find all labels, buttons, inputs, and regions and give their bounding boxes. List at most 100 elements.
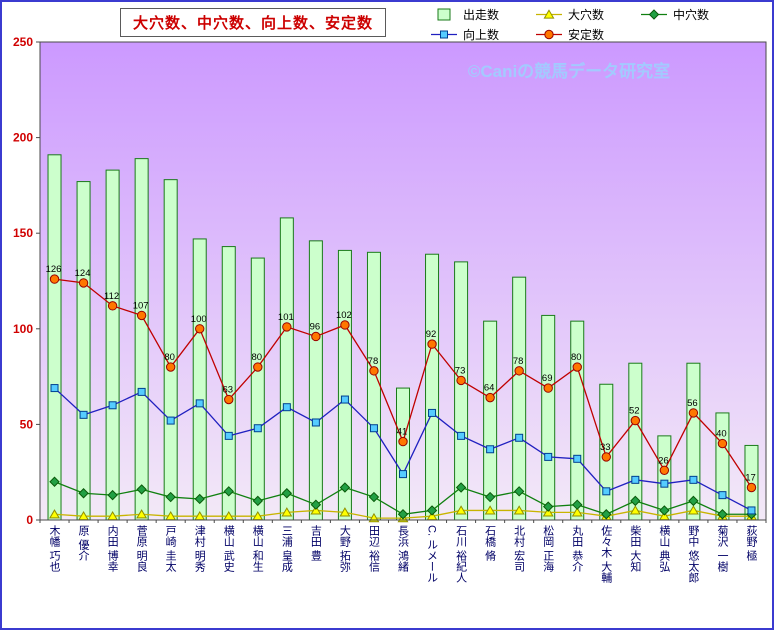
bar-starts (483, 320, 498, 521)
bar-starts (337, 249, 352, 521)
square-marker-improve (166, 416, 175, 425)
plot-border (39, 41, 767, 521)
x-axis-label: 荻野 極 (744, 525, 757, 562)
y-axis-tick-label: 100 (13, 322, 33, 336)
circle-marker-stable (49, 274, 60, 284)
bar-starts (163, 179, 178, 521)
x-axis-label: 野中 悠太郎 (686, 525, 699, 584)
x-axis-label: 松岡 正海 (541, 525, 554, 573)
square-marker-improve (137, 387, 146, 396)
triangle-marker-big-upset (542, 507, 554, 517)
data-label-stable: 92 (426, 329, 437, 340)
diamond-marker-mid-upset (194, 493, 205, 505)
square-marker-improve (50, 384, 59, 393)
triangle-marker-big-upset (49, 509, 60, 519)
square-marker-improve (399, 470, 407, 479)
circle-marker-stable (107, 301, 118, 311)
circle-marker-stable (543, 383, 553, 393)
x-axis-label: 戸崎 圭太 (164, 525, 177, 573)
x-axis-label: 北村 宏司 (512, 525, 525, 573)
bar-starts (425, 253, 440, 521)
diamond-marker-mid-upset (572, 499, 583, 510)
diamond-marker-mid-upset (659, 505, 670, 516)
diamond-legend-icon (641, 9, 668, 20)
bar-starts (250, 257, 265, 521)
x-axis-label: 柴田 大知 (628, 525, 641, 573)
data-label-stable: 73 (455, 365, 466, 376)
circle-marker-stable (282, 322, 292, 332)
x-axis-label: 大野 拓弥 (338, 525, 351, 573)
data-label-stable: 33 (600, 442, 611, 453)
legend-label-starts: 出走数 (463, 8, 500, 22)
diamond-marker-mid-upset (136, 484, 147, 495)
triangle-legend-icon (536, 9, 563, 19)
square-marker-improve (544, 452, 553, 461)
circle-marker-stable (485, 392, 495, 403)
bar-starts (541, 314, 556, 521)
x-axis-label: 吉田 豊 (309, 525, 322, 562)
triangle-marker-big-upset (571, 507, 583, 517)
data-label-stable: 102 (336, 310, 352, 321)
diamond-marker-mid-upset (426, 505, 438, 516)
bar-starts (396, 387, 410, 521)
diamond-marker-mid-upset (717, 509, 728, 520)
bar-starts (105, 169, 120, 521)
square-marker-improve (718, 491, 727, 500)
y-axis-tick-label: 50 (20, 417, 34, 431)
data-label-stable: 100 (191, 314, 207, 325)
diamond-marker-mid-upset (252, 495, 264, 507)
square-marker-improve (428, 408, 437, 417)
watermark: ©Caniの競馬データ研究室 (468, 61, 670, 81)
data-label-stable: 124 (75, 268, 91, 279)
data-label-stable: 41 (397, 427, 408, 438)
circle-marker-stable (514, 366, 524, 376)
square-marker-improve (79, 410, 88, 419)
x-axis-label: 横山 武史 (222, 525, 235, 573)
bar-legend-icon (437, 8, 451, 21)
data-label-stable: 101 (278, 312, 294, 323)
circle-marker-stable (630, 415, 641, 426)
bar-starts (76, 181, 91, 521)
data-label-stable: 63 (222, 385, 233, 396)
triangle-marker-big-upset (629, 505, 641, 515)
square-marker-improve (660, 479, 669, 488)
circle-marker-stable (165, 362, 176, 372)
chart-title-text: 大穴数、中穴数、向上数、安定数 (133, 15, 374, 32)
diamond-marker-mid-upset (107, 489, 118, 501)
square-marker-improve (282, 403, 291, 412)
x-axis-label: 木幡 巧也 (48, 525, 61, 573)
legend-item-mid-upset: 中穴数 (640, 6, 709, 23)
data-label-stable: 64 (484, 383, 495, 394)
circle-marker-stable (427, 339, 437, 349)
x-axis-label: 長浜 鴻緒 (396, 525, 409, 573)
bar-starts (134, 158, 149, 521)
bar-starts (570, 320, 585, 521)
legend-item-starts: 出走数 (430, 6, 499, 23)
data-label-stable: 112 (104, 291, 119, 302)
legend-label-mid-upset: 中穴数 (673, 8, 710, 22)
square-marker-improve (515, 433, 524, 442)
circle-marker-stable (572, 362, 582, 372)
square-marker-improve (486, 445, 495, 454)
legend-item-big-upset: 大穴数 (535, 6, 604, 23)
x-axis-label: 横山 典弘 (657, 525, 670, 573)
triangle-marker-big-upset (484, 505, 496, 515)
diamond-marker-mid-upset (630, 495, 641, 507)
y-axis-tick-label: 0 (26, 513, 33, 527)
square-marker-improve (369, 424, 378, 433)
data-label-stable: 40 (716, 429, 727, 440)
square-marker-improve (253, 424, 262, 433)
diamond-marker-mid-upset (688, 495, 699, 507)
diamond-marker-mid-upset (310, 499, 322, 510)
circle-marker-stable (456, 375, 466, 386)
diamond-marker-mid-upset (223, 486, 234, 497)
square-marker-improve (689, 475, 698, 484)
circle-marker-stable (311, 331, 321, 342)
data-label-stable: 17 (745, 472, 756, 483)
circle-marker-stable (717, 438, 728, 449)
diamond-marker-mid-upset (455, 482, 467, 493)
diamond-marker-mid-upset (165, 491, 176, 503)
legend: 出走数 大穴数 中穴数 向上数 安定数 (430, 6, 709, 43)
legend-item-stable: 安定数 (535, 26, 604, 43)
